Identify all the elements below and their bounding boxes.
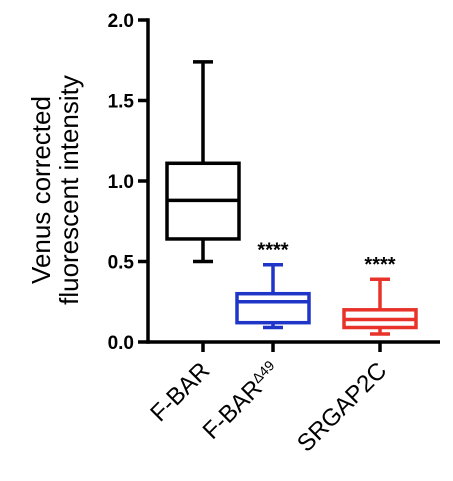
box-2: **** (235, 240, 311, 330)
y-tick-label: 1.5 (108, 92, 135, 113)
y-tick-label: 0.5 (108, 253, 135, 274)
y-axis-title: Venus corrected fluorescent intensity (26, 75, 84, 305)
y-axis-title-line-1: Venus corrected (26, 96, 56, 284)
box-1 (165, 60, 241, 264)
x-category-label: F-BAR (145, 357, 215, 427)
y-tick-label: 0.0 (108, 333, 134, 354)
x-category-label: SRGAP2C (292, 357, 392, 457)
y-tick-label: 2.0 (108, 11, 134, 32)
box-group: **** **** (165, 60, 418, 336)
y-axis: 0.0 0.5 1.0 1.5 2.0 (108, 11, 150, 354)
box-3: **** (342, 254, 418, 336)
x-category-superscript: Δ49 (249, 357, 278, 386)
significance-label: **** (257, 240, 288, 262)
x-axis (148, 340, 440, 352)
box-iqr (235, 291, 311, 325)
significance-label: **** (364, 254, 395, 276)
y-tick-label: 1.0 (108, 172, 134, 193)
x-category-label: F-BARΔ49 (198, 357, 286, 445)
y-axis-title-line-2: fluorescent intensity (54, 75, 84, 305)
